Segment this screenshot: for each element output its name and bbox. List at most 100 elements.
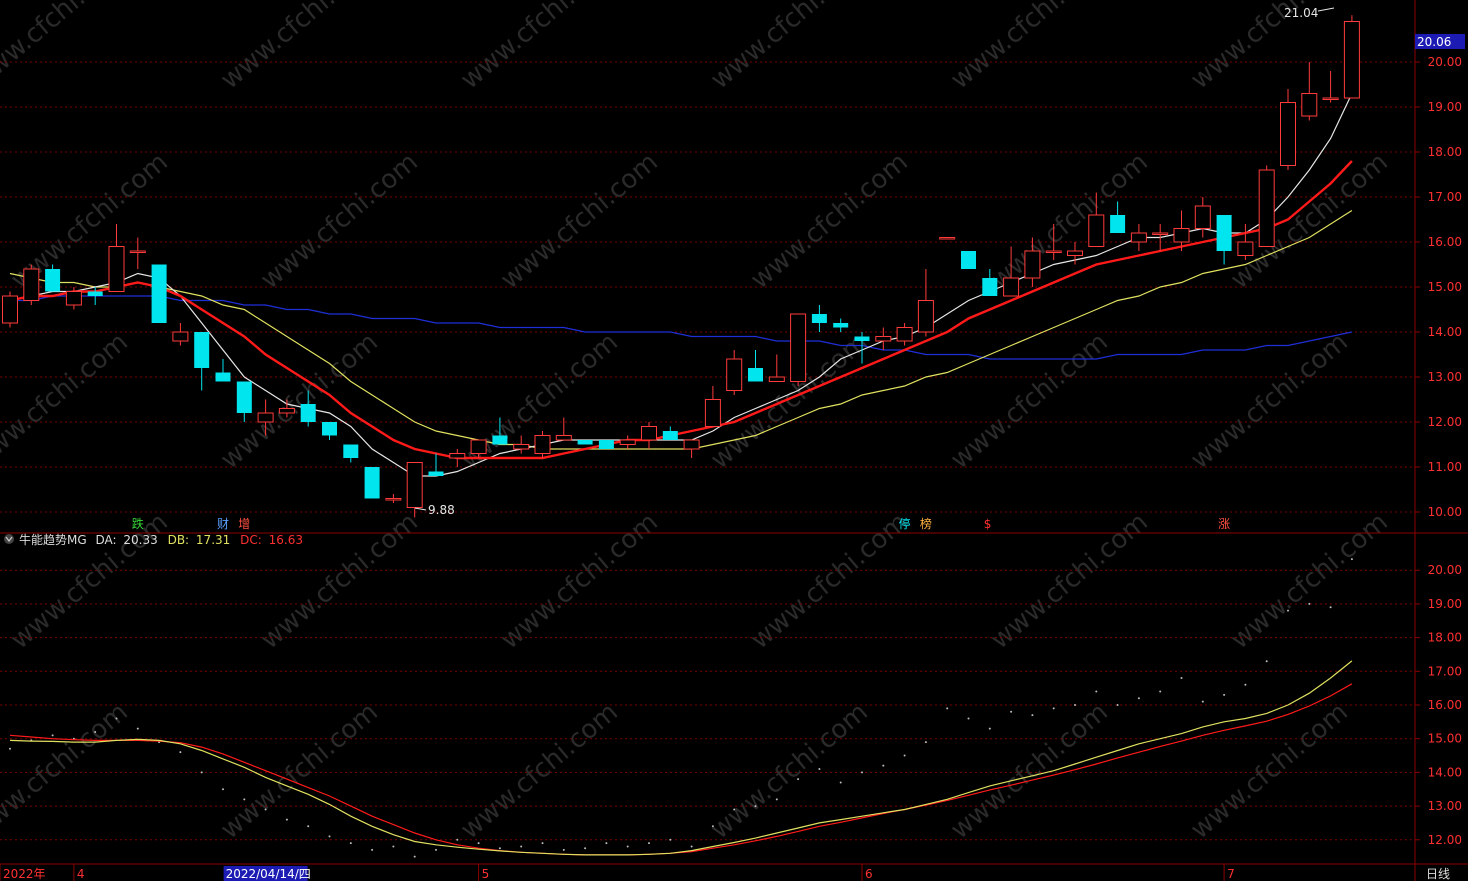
candle[interactable] <box>555 417 572 441</box>
candle[interactable] <box>87 287 103 305</box>
candle[interactable] <box>1003 246 1020 297</box>
period-label[interactable]: 日线 <box>1426 867 1450 881</box>
candle[interactable] <box>215 359 231 382</box>
candle[interactable] <box>534 431 551 458</box>
candle[interactable] <box>470 439 487 458</box>
candle[interactable] <box>790 313 807 386</box>
candle[interactable] <box>1216 215 1232 265</box>
event-marker[interactable]: 停 <box>899 516 911 531</box>
candle[interactable] <box>662 426 678 441</box>
candle[interactable] <box>982 269 998 296</box>
event-marker[interactable]: 增 <box>238 517 250 531</box>
candle[interactable] <box>343 444 359 463</box>
current-price-tag-bg <box>1415 34 1465 49</box>
event-marker[interactable]: 财 <box>217 517 229 531</box>
cursor-date-label: 2022/04/14/四 <box>226 867 311 881</box>
candle[interactable] <box>406 462 423 518</box>
candle[interactable] <box>598 440 614 449</box>
candle[interactable] <box>1322 71 1339 103</box>
indicator-da-dot <box>51 734 54 737</box>
candle[interactable] <box>194 332 210 391</box>
indicator-da-dot <box>1074 704 1076 706</box>
indicator-dc-label: DC: <box>240 533 262 547</box>
candle[interactable] <box>449 449 466 467</box>
indicator-da-dot <box>861 771 863 774</box>
candle[interactable] <box>577 440 593 445</box>
candle[interactable] <box>492 417 508 445</box>
candle[interactable] <box>939 237 956 240</box>
candle[interactable] <box>854 332 870 364</box>
indicator-da-dot <box>1180 677 1183 680</box>
candle[interactable] <box>65 287 82 310</box>
candle[interactable] <box>683 439 700 458</box>
candle[interactable] <box>385 494 402 503</box>
indicator-collapse-icon[interactable] <box>4 534 14 544</box>
candle[interactable] <box>322 422 337 440</box>
indicator-da-dot <box>498 847 501 850</box>
event-marker[interactable]: 跌 <box>132 516 144 531</box>
candle[interactable] <box>1024 237 1041 288</box>
candle[interactable] <box>917 269 934 337</box>
candle[interactable] <box>1152 224 1169 251</box>
candle[interactable] <box>961 251 976 269</box>
indicator-da-dot <box>924 741 927 744</box>
candle[interactable] <box>257 399 274 436</box>
candle[interactable] <box>1067 242 1083 265</box>
candle[interactable] <box>1045 224 1062 260</box>
candle[interactable] <box>1173 210 1190 252</box>
candle[interactable] <box>129 237 146 270</box>
candle-body-up <box>23 268 40 301</box>
event-markers[interactable]: 跌 财增 停榜 $ 涨 <box>132 516 1230 531</box>
candle[interactable] <box>748 350 763 382</box>
candle[interactable] <box>641 422 657 449</box>
candle[interactable] <box>768 354 785 382</box>
candle[interactable] <box>172 323 189 346</box>
candle-body-up <box>1130 232 1147 243</box>
candle[interactable] <box>875 327 892 351</box>
indicator-tick-label: 15.00 <box>1428 732 1462 746</box>
candle[interactable] <box>833 318 849 333</box>
candle[interactable] <box>236 381 252 423</box>
candle[interactable] <box>23 264 40 306</box>
candle[interactable] <box>1110 201 1126 234</box>
candle[interactable] <box>300 390 316 427</box>
indicator-dc-value: 16.63 <box>269 533 303 547</box>
candle[interactable] <box>428 453 444 477</box>
candle[interactable] <box>1130 224 1147 251</box>
price-tick-label: 13.00 <box>1428 370 1462 384</box>
candlestick-series[interactable] <box>2 15 1360 518</box>
candle[interactable] <box>1258 165 1275 247</box>
candle-body-down <box>961 251 976 269</box>
event-marker[interactable]: $ <box>984 517 992 531</box>
candle[interactable] <box>896 323 913 346</box>
candle[interactable] <box>1343 15 1360 99</box>
candle[interactable] <box>811 305 827 332</box>
candle[interactable] <box>619 435 636 450</box>
candle-body-up <box>1322 97 1339 100</box>
candle[interactable] <box>108 224 125 292</box>
indicator-name[interactable]: 牛能趋势MG <box>19 532 87 547</box>
current-price-tag: 20.06 <box>1415 34 1465 49</box>
candle[interactable] <box>278 399 295 418</box>
candle[interactable] <box>513 435 530 454</box>
candle[interactable] <box>1280 89 1296 170</box>
candle-body-up <box>1237 241 1254 256</box>
candle[interactable] <box>1194 197 1211 238</box>
candle[interactable] <box>2 291 18 328</box>
candle[interactable] <box>1237 224 1254 260</box>
event-marker[interactable]: 涨 <box>1218 516 1230 531</box>
candle[interactable] <box>726 350 743 395</box>
candle[interactable] <box>1301 62 1318 121</box>
candle[interactable] <box>151 264 167 324</box>
candle[interactable] <box>364 467 380 499</box>
candle[interactable] <box>1088 192 1105 247</box>
indicator-da-label: DA: <box>95 533 116 547</box>
candle[interactable] <box>704 386 721 427</box>
candle-body-up <box>896 327 913 342</box>
candle-body-up <box>1152 232 1169 235</box>
candle-body-up <box>278 408 295 414</box>
candle[interactable] <box>45 264 61 292</box>
event-marker[interactable]: 榜 <box>920 516 932 531</box>
indicator-da-dot <box>669 838 672 841</box>
